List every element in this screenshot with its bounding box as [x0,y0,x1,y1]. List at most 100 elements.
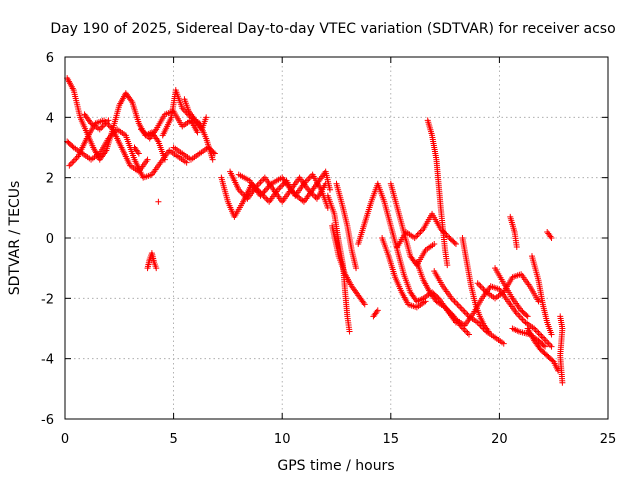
data-point [155,198,162,205]
data-point [262,186,269,193]
data-point [540,342,547,349]
data-point [69,159,76,166]
data-point [461,327,468,334]
data-point [444,233,451,240]
y-tick-label: 4 [46,111,54,126]
data-point [524,313,531,320]
data-points [64,75,566,386]
data-point [276,185,283,192]
data-point [519,316,526,323]
data-point [463,328,470,335]
x-axis-label: GPS time / hours [277,458,394,474]
data-point [72,156,79,163]
data-point [452,299,459,306]
y-tick-label: -6 [41,413,54,428]
data-point [548,235,555,241]
data-point [513,244,520,251]
data-point [144,156,151,163]
data-point [523,312,530,319]
data-point [305,176,312,183]
data-point [535,330,542,337]
data-point [455,302,462,309]
x-tick-labels: 0 5 10 15 20 25 [61,432,616,447]
y-axis-label: SDTVAR / TECUs [7,181,23,296]
y-tick-label: -4 [41,353,54,368]
x-tick-label: 15 [383,432,400,447]
data-point [67,161,74,168]
data-point [103,118,110,125]
data-point [539,334,546,341]
data-point [450,296,457,303]
data-point [541,336,548,343]
data-point [422,298,429,305]
data-point [258,177,265,184]
data-point [485,328,492,335]
data-point [416,230,423,237]
data-point [211,150,218,157]
data-point [444,262,451,269]
data-point [465,331,472,338]
data-point [256,180,263,187]
data-point [464,330,471,337]
data-point [183,159,190,166]
y-tick-label: 0 [46,232,54,247]
data-point [105,117,112,124]
x-tick-label: 5 [169,432,177,447]
data-point [70,158,77,165]
data-point [346,328,353,335]
data-point [460,325,467,332]
data-point [451,298,458,305]
data-point [413,233,420,240]
data-point [135,150,142,157]
data-point [515,311,522,318]
data-point [153,265,160,272]
x-tick-label: 0 [61,432,69,447]
data-point [547,342,554,349]
data-point [463,310,470,317]
data-point [452,241,459,248]
data-point [306,174,313,181]
data-point [261,188,268,195]
y-tick-label: 6 [46,51,54,66]
data-point [353,265,360,272]
data-point [461,308,468,315]
data-point [98,124,105,131]
data-point [451,239,458,246]
data-point [194,129,201,136]
x-tick-label: 25 [600,432,617,447]
data-point [518,314,525,321]
data-point [536,331,543,338]
x-tick-label: 10 [274,432,291,447]
data-point [500,340,507,347]
data-point [542,343,549,350]
data-point [532,327,539,334]
data-point [374,307,381,314]
data-point [454,301,461,308]
data-point [460,307,467,314]
y-tick-label: 2 [46,172,54,187]
data-point [521,317,528,324]
chart-title: Day 190 of 2025, Sidereal Day-to-day VTE… [50,21,615,37]
data-point [277,183,284,190]
data-point [69,143,76,150]
data-point [458,305,465,312]
data-point [263,195,270,202]
axis-ticks [64,56,609,420]
data-point [549,357,556,364]
data-point [417,228,424,235]
data-point [535,298,542,305]
data-point [361,301,368,308]
data-point [477,283,484,290]
data-point [548,343,555,350]
data-point [209,156,216,163]
data-point [203,114,210,121]
data-point [548,331,555,338]
data-point [326,186,333,193]
data-point [534,328,541,335]
data-point [474,280,481,287]
data-point [457,304,464,311]
data-point [516,313,523,320]
data-point [257,179,264,186]
data-point [479,284,486,291]
